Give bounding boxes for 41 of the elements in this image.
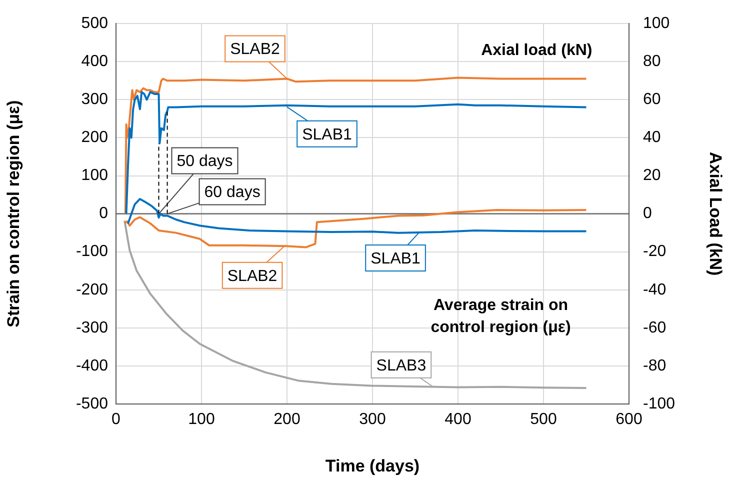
ref-line-label: 60 days [204,184,260,202]
y2-tick-label: 40 [643,129,661,146]
y2-tick-label: -20 [643,243,666,260]
y-tick-label: 100 [81,167,108,184]
y-tick-label: -400 [76,357,108,374]
y2-tick-label: -100 [643,395,676,412]
y-tick-label: 300 [81,91,108,108]
x-tick-label: 200 [274,411,300,428]
y-tick-label: -500 [76,395,108,412]
annotation: Average strain on control region (με) [430,296,571,336]
ref-line-label: 50 days [176,153,233,170]
annotation: SLAB1 [302,126,352,144]
y-axis-title: Strain on control region (με) [4,100,23,328]
x-tick-label: 500 [530,411,557,428]
annotation: Axial load (kN) [481,42,592,60]
annotation: SLAB1 [370,250,421,268]
annotation: SLAB3 [376,357,426,374]
y-tick-label: 400 [81,53,108,70]
y-tick-label: 0 [99,205,108,222]
y-tick-label: -300 [76,319,108,336]
x-tick-label: 600 [616,411,642,428]
y2-tick-label: 100 [643,15,670,32]
y-tick-label: -100 [76,243,108,260]
x-tick-label: 400 [444,411,472,428]
y2-tick-label: 80 [643,53,661,70]
y2-axis-title: Axial Load (kN) [706,152,726,276]
y-tick-label: 200 [81,129,108,146]
y-tick-label: -200 [76,281,108,298]
annotation: SLAB2 [230,41,280,58]
x-tick-label: 100 [188,411,215,428]
x-axis-title: Time (days) [325,456,420,476]
y2-tick-label: 0 [643,205,652,222]
x-tick-label: 0 [112,411,121,428]
y-tick-label: 500 [81,15,108,32]
y2-tick-label: -60 [643,319,666,336]
y2-tick-label: -80 [643,357,666,374]
y2-tick-label: 60 [643,91,661,108]
y2-tick-label: 20 [643,167,661,184]
y2-tick-label: -40 [643,281,666,298]
x-tick-label: 300 [359,411,386,428]
annotation: SLAB2 [227,268,278,285]
